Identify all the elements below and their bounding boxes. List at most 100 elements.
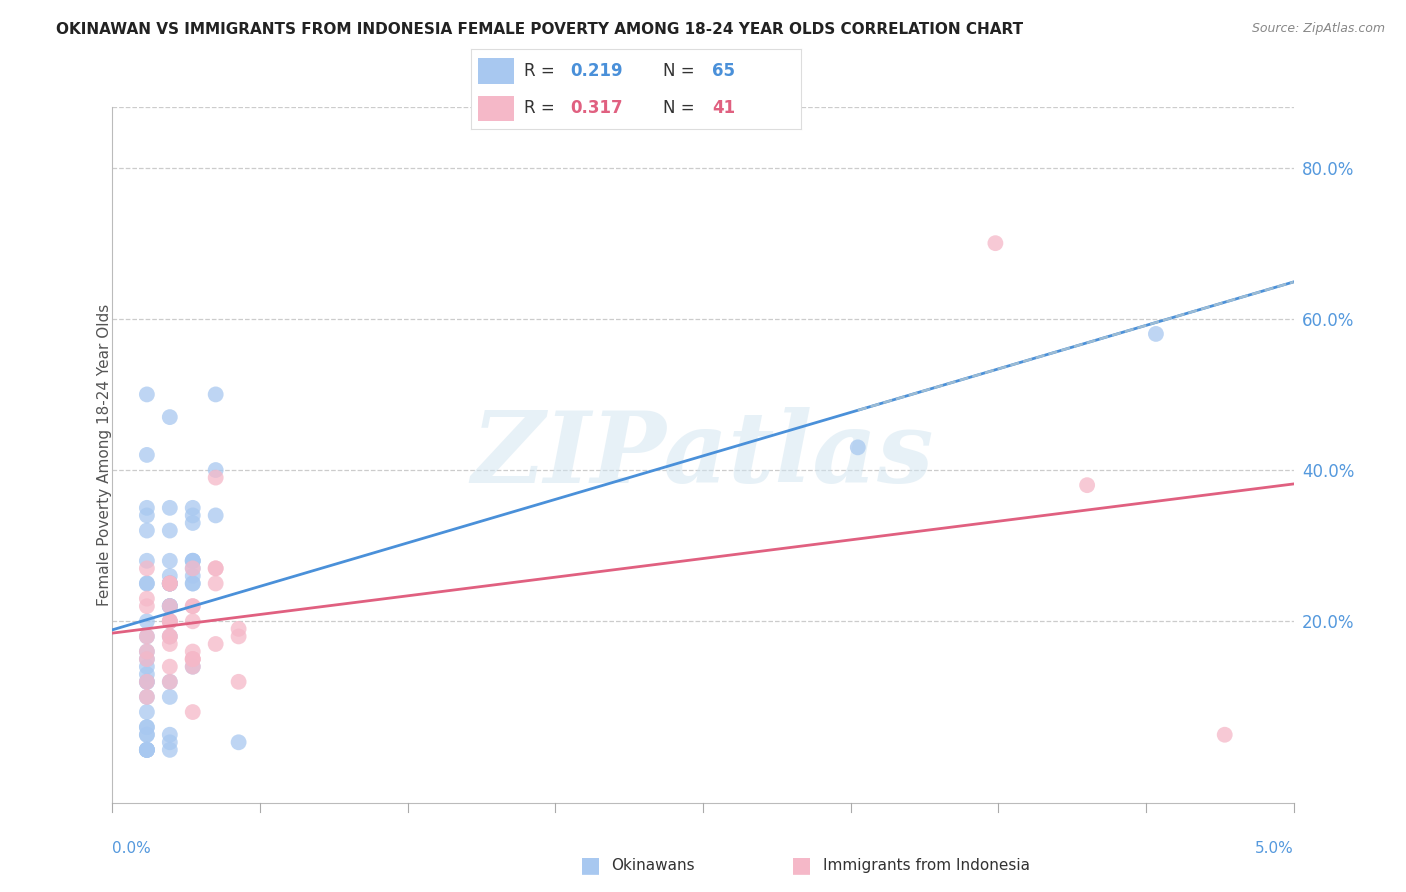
Text: Immigrants from Indonesia: Immigrants from Indonesia <box>823 858 1029 872</box>
Point <box>204 508 226 523</box>
Point <box>159 500 181 515</box>
Point <box>159 629 181 643</box>
Point <box>135 674 157 689</box>
Point <box>159 637 181 651</box>
Point <box>181 644 204 658</box>
Point <box>135 690 157 704</box>
Point <box>1076 478 1098 492</box>
Point <box>135 720 157 734</box>
Point <box>159 615 181 629</box>
Point <box>1144 326 1167 341</box>
Point <box>135 576 157 591</box>
Point <box>159 659 181 673</box>
Point <box>159 629 181 643</box>
Point <box>228 622 250 636</box>
Point <box>159 599 181 614</box>
Point <box>181 652 204 666</box>
Point <box>135 448 157 462</box>
Text: R =: R = <box>524 99 560 117</box>
Point <box>135 591 157 606</box>
Point <box>159 576 181 591</box>
Point <box>135 690 157 704</box>
Point <box>159 599 181 614</box>
Point <box>181 576 204 591</box>
Point <box>159 569 181 583</box>
Point <box>159 576 181 591</box>
Point <box>159 576 181 591</box>
Text: 65: 65 <box>713 62 735 79</box>
Point <box>135 728 157 742</box>
Point <box>135 652 157 666</box>
FancyBboxPatch shape <box>478 95 515 121</box>
Point <box>135 576 157 591</box>
Point <box>135 508 157 523</box>
Point <box>135 615 157 629</box>
Point <box>159 410 181 425</box>
Point <box>1213 728 1236 742</box>
Point <box>159 599 181 614</box>
Text: 5.0%: 5.0% <box>1254 841 1294 856</box>
Text: N =: N = <box>662 99 700 117</box>
Point <box>181 554 204 568</box>
Point <box>159 599 181 614</box>
Text: 41: 41 <box>713 99 735 117</box>
Point <box>181 561 204 575</box>
Text: N =: N = <box>662 62 700 79</box>
Point <box>181 599 204 614</box>
Point <box>228 674 250 689</box>
Point <box>204 387 226 401</box>
FancyBboxPatch shape <box>478 58 515 84</box>
Point <box>135 644 157 658</box>
Point <box>135 554 157 568</box>
Point <box>159 674 181 689</box>
Point <box>135 743 157 757</box>
Point <box>135 629 157 643</box>
Point <box>135 743 157 757</box>
Point <box>181 705 204 719</box>
Point <box>846 441 869 455</box>
Point <box>135 743 157 757</box>
Text: ZIPatlas: ZIPatlas <box>472 407 934 503</box>
Point <box>135 674 157 689</box>
Point <box>159 576 181 591</box>
Point <box>181 659 204 673</box>
Point <box>159 554 181 568</box>
Text: Source: ZipAtlas.com: Source: ZipAtlas.com <box>1251 22 1385 36</box>
Point <box>181 500 204 515</box>
Text: ■: ■ <box>792 855 811 875</box>
Point <box>204 576 226 591</box>
Point <box>181 516 204 530</box>
Point <box>181 561 204 575</box>
Text: R =: R = <box>524 62 560 79</box>
Point <box>159 743 181 757</box>
Point <box>135 524 157 538</box>
Point <box>135 743 157 757</box>
Point <box>159 576 181 591</box>
Point <box>159 599 181 614</box>
Point <box>181 652 204 666</box>
Point <box>135 652 157 666</box>
Point <box>159 615 181 629</box>
Y-axis label: Female Poverty Among 18-24 Year Olds: Female Poverty Among 18-24 Year Olds <box>97 304 111 606</box>
Point <box>135 644 157 658</box>
Point <box>159 674 181 689</box>
Point <box>135 387 157 401</box>
Text: 0.317: 0.317 <box>571 99 623 117</box>
Point <box>135 500 157 515</box>
Point <box>135 728 157 742</box>
Point <box>135 667 157 681</box>
Text: OKINAWAN VS IMMIGRANTS FROM INDONESIA FEMALE POVERTY AMONG 18-24 YEAR OLDS CORRE: OKINAWAN VS IMMIGRANTS FROM INDONESIA FE… <box>56 22 1024 37</box>
Point <box>135 629 157 643</box>
Point <box>159 629 181 643</box>
Text: Okinawans: Okinawans <box>612 858 695 872</box>
Point <box>228 735 250 749</box>
Text: 0.219: 0.219 <box>571 62 623 79</box>
Point <box>159 728 181 742</box>
Point <box>181 659 204 673</box>
Point <box>181 569 204 583</box>
Point <box>181 599 204 614</box>
Point <box>159 690 181 704</box>
Point <box>181 554 204 568</box>
Point <box>204 561 226 575</box>
Point <box>181 615 204 629</box>
